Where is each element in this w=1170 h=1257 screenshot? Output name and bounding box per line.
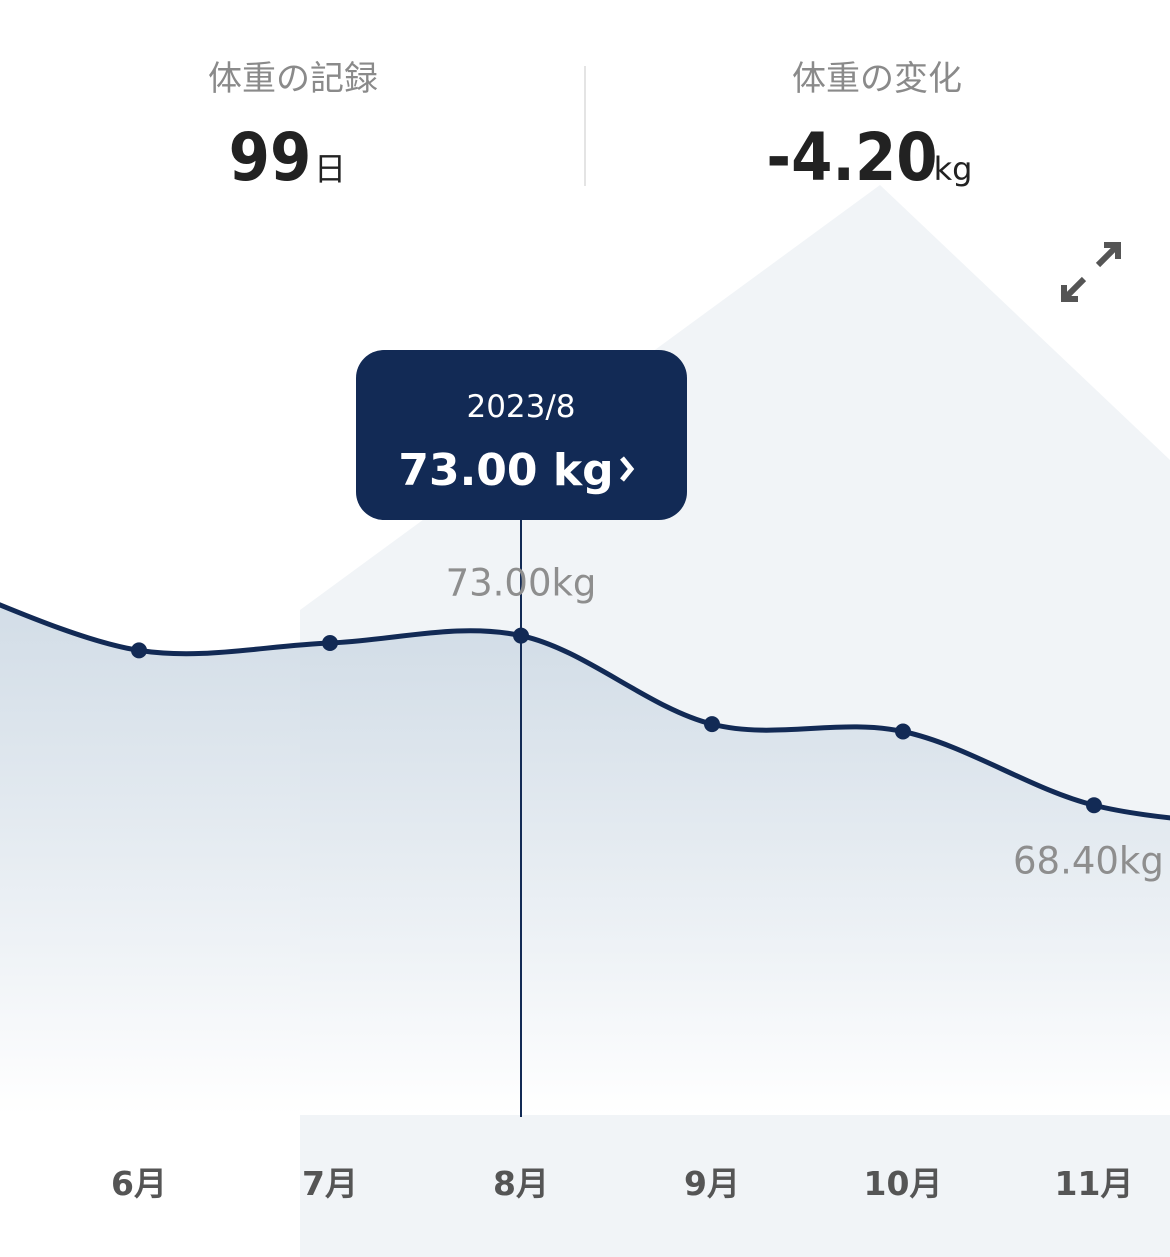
x-tick-label: 9月 (684, 1164, 740, 1203)
x-tick-label: 6月 (111, 1164, 167, 1203)
x-tick-label: 7月 (302, 1164, 358, 1203)
point (704, 716, 720, 733)
stat-value: 99 (229, 119, 312, 196)
tooltip-date: 2023/8 (466, 389, 575, 425)
stat-label: 体重の変化 (792, 59, 962, 99)
point (895, 723, 911, 740)
area-fill (0, 604, 1170, 1115)
data-label: 68.40kg (1013, 839, 1164, 882)
point (513, 627, 529, 644)
tooltip-value: 73.00 kg (398, 445, 613, 496)
stat-unit: 日 (314, 150, 346, 188)
stat-unit: kg (934, 150, 973, 188)
x-tick-label: 10月 (864, 1164, 943, 1203)
tooltip[interactable]: 2023/8 73.00 kg (356, 350, 687, 520)
tooltip-chevron (620, 456, 635, 482)
data-label: 73.00kg (446, 562, 597, 605)
line (0, 602, 1170, 821)
x-tick-label: 11月 (1055, 1164, 1134, 1203)
stat-label: 体重の記録 (208, 59, 378, 99)
tooltip-box (356, 350, 687, 520)
point (1086, 797, 1102, 814)
point (322, 635, 338, 651)
expand-icon[interactable] (1061, 242, 1121, 302)
stat-value: -4.20 (766, 119, 937, 196)
point (131, 642, 147, 659)
x-tick-label: 8月 (493, 1164, 549, 1203)
